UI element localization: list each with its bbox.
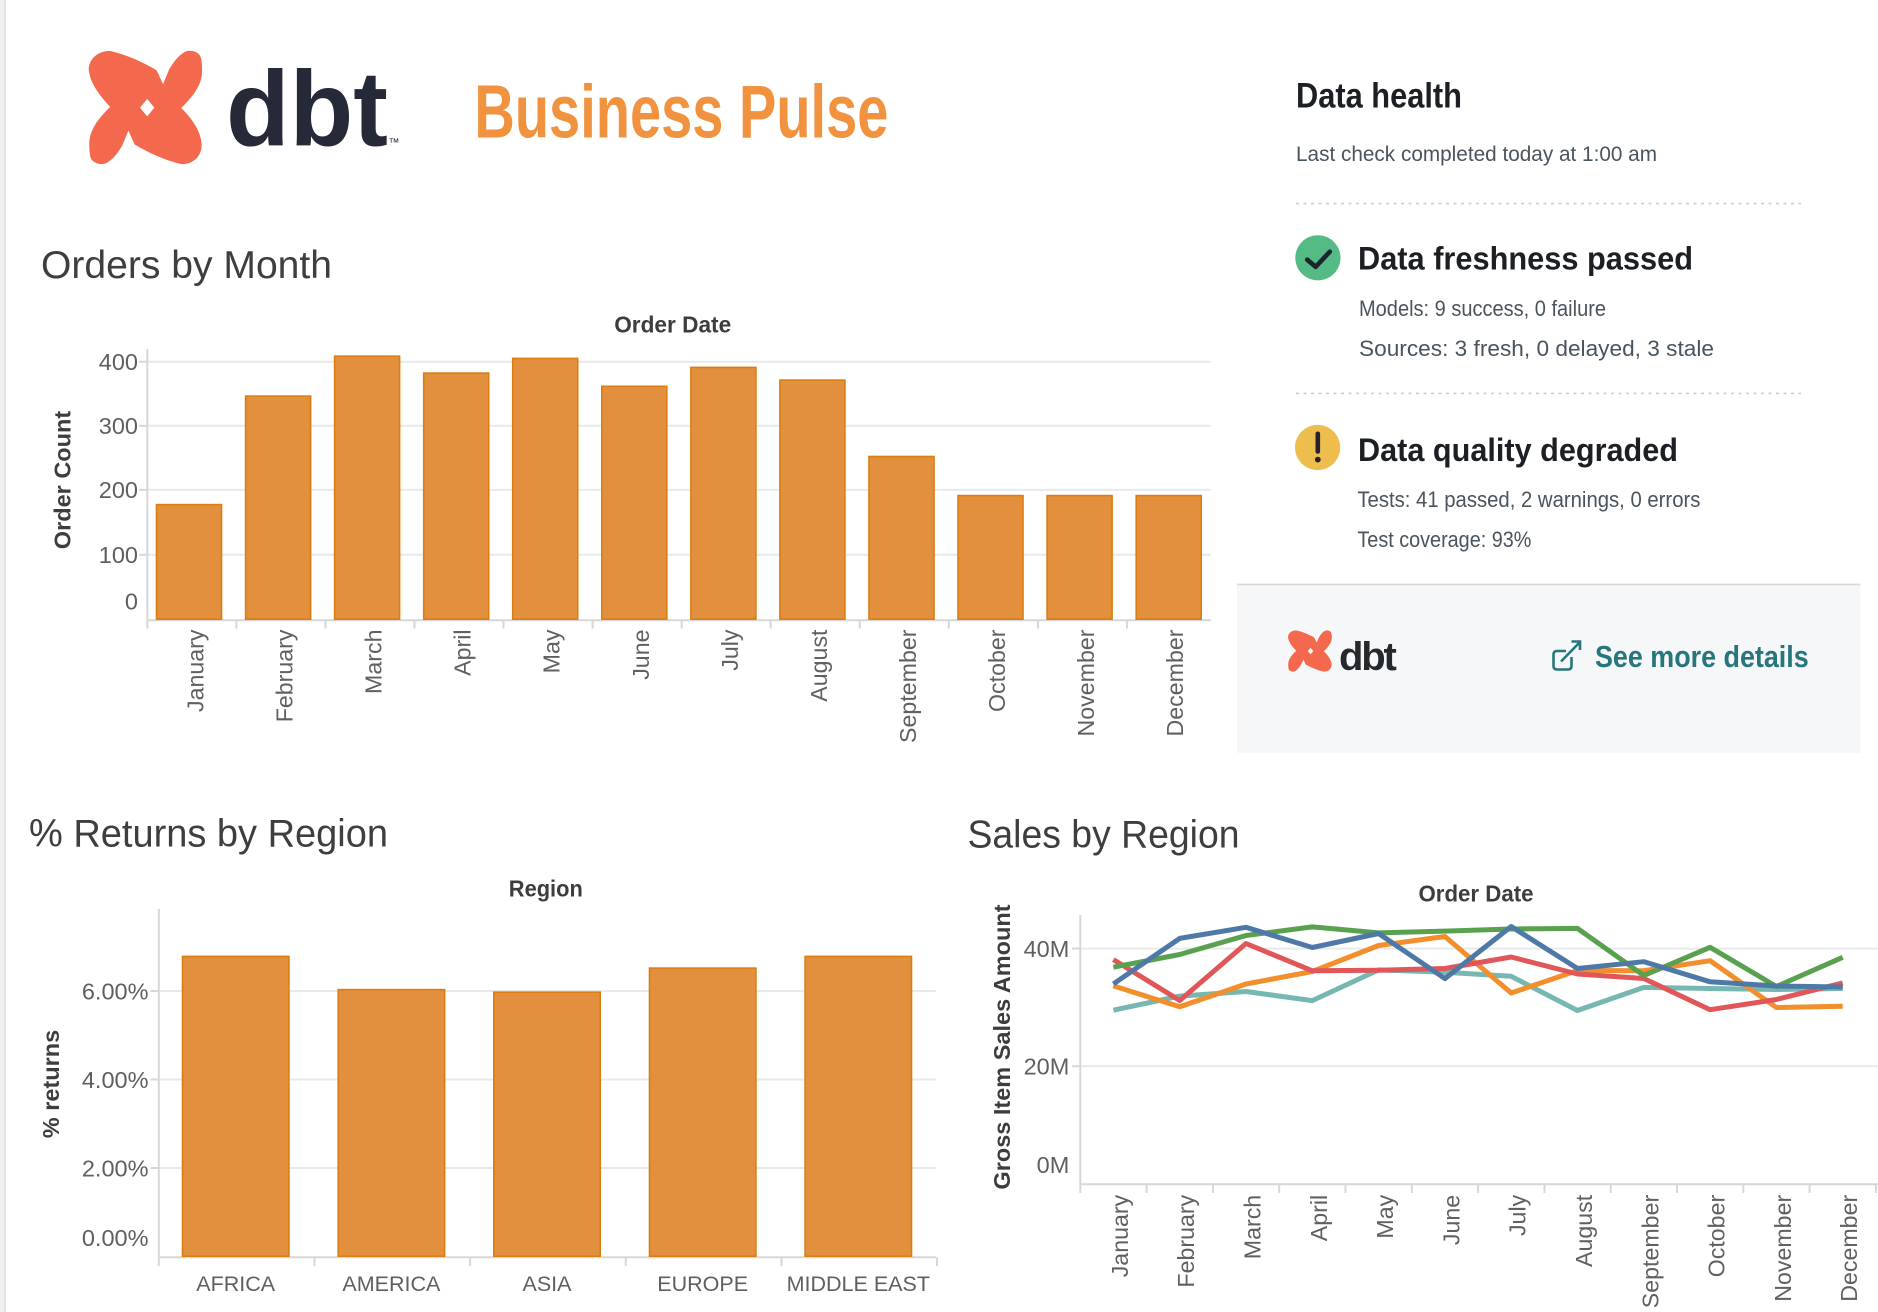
- svg-text:April: April: [450, 630, 476, 676]
- svg-text:MIDDLE EAST: MIDDLE EAST: [787, 1272, 930, 1296]
- svg-text:October: October: [984, 629, 1010, 712]
- svg-text:November: November: [1770, 1195, 1796, 1302]
- svg-text:Order Count: Order Count: [50, 411, 76, 550]
- svg-text:June: June: [1438, 1195, 1464, 1245]
- svg-text:May: May: [539, 629, 565, 673]
- svg-text:4.00%: 4.00%: [82, 1067, 149, 1093]
- svg-text:May: May: [1372, 1194, 1398, 1238]
- svg-text:EUROPE: EUROPE: [657, 1272, 748, 1296]
- svg-text:June: June: [628, 630, 654, 680]
- svg-text:April: April: [1306, 1195, 1332, 1241]
- svg-text:200: 200: [99, 477, 138, 503]
- svg-text:October: October: [1704, 1195, 1730, 1278]
- svg-text:AMERICA: AMERICA: [342, 1272, 441, 1296]
- svg-text:December: December: [1162, 629, 1188, 736]
- svg-text:Tests: 41 passed, 2 warnings,: Tests: 41 passed, 2 warnings, 0 errors: [1357, 487, 1700, 512]
- svg-text:Order Date: Order Date: [614, 312, 731, 338]
- svg-text:100: 100: [99, 542, 138, 568]
- svg-text:Region: Region: [509, 876, 583, 902]
- svg-text:September: September: [1637, 1195, 1663, 1309]
- svg-text:August: August: [806, 629, 832, 702]
- svg-text:dbt: dbt: [1339, 635, 1396, 679]
- svg-text:Data freshness passed: Data freshness passed: [1358, 241, 1693, 277]
- svg-text:Gross Item Sales Amount: Gross Item Sales Amount: [989, 904, 1015, 1189]
- svg-text:40M: 40M: [1024, 936, 1070, 962]
- svg-text:Sales by Region: Sales by Region: [968, 813, 1240, 856]
- svg-text:0M: 0M: [1037, 1152, 1070, 1178]
- svg-text:Data health: Data health: [1296, 77, 1462, 116]
- svg-text:November: November: [1073, 629, 1099, 736]
- svg-text:July: July: [1505, 1194, 1531, 1236]
- svg-text:January: January: [1107, 1194, 1133, 1277]
- svg-text:July: July: [717, 629, 743, 671]
- svg-text:AFRICA: AFRICA: [196, 1272, 276, 1296]
- svg-text:March: March: [361, 630, 387, 694]
- svg-text:% returns: % returns: [38, 1030, 64, 1138]
- svg-text:Models: 9 success, 0 failure: Models: 9 success, 0 failure: [1359, 296, 1606, 321]
- svg-text:Sources: 3 fresh, 0 delayed, 3: Sources: 3 fresh, 0 delayed, 3 stale: [1359, 336, 1714, 361]
- svg-text:™: ™: [389, 137, 400, 149]
- svg-text:Last check completed today at: Last check completed today at 1:00 am: [1296, 142, 1657, 166]
- svg-text:Data quality degraded: Data quality degraded: [1358, 432, 1678, 468]
- svg-text:ASIA: ASIA: [523, 1272, 573, 1296]
- svg-text:2.00%: 2.00%: [82, 1155, 149, 1181]
- svg-text:Test coverage: 93%: Test coverage: 93%: [1357, 527, 1531, 552]
- svg-text:dbt: dbt: [226, 49, 388, 169]
- svg-text:September: September: [895, 629, 921, 743]
- svg-text:February: February: [1173, 1194, 1199, 1287]
- svg-text:February: February: [272, 629, 298, 722]
- svg-text:See more details: See more details: [1595, 639, 1809, 674]
- svg-text:0.00%: 0.00%: [82, 1225, 149, 1251]
- svg-text:August: August: [1571, 1194, 1597, 1267]
- svg-text:March: March: [1240, 1195, 1266, 1259]
- svg-text:December: December: [1836, 1195, 1862, 1302]
- svg-text:Orders by Month: Orders by Month: [41, 244, 332, 287]
- svg-text:6.00%: 6.00%: [82, 978, 149, 1004]
- svg-text:% Returns by Region: % Returns by Region: [29, 813, 388, 856]
- svg-text:400: 400: [99, 349, 138, 375]
- svg-text:300: 300: [99, 413, 138, 439]
- svg-text:0: 0: [125, 589, 138, 615]
- svg-text:20M: 20M: [1024, 1054, 1070, 1080]
- svg-text:Business Pulse: Business Pulse: [474, 70, 888, 154]
- svg-text:Order Date: Order Date: [1419, 881, 1534, 907]
- svg-text:January: January: [183, 629, 209, 712]
